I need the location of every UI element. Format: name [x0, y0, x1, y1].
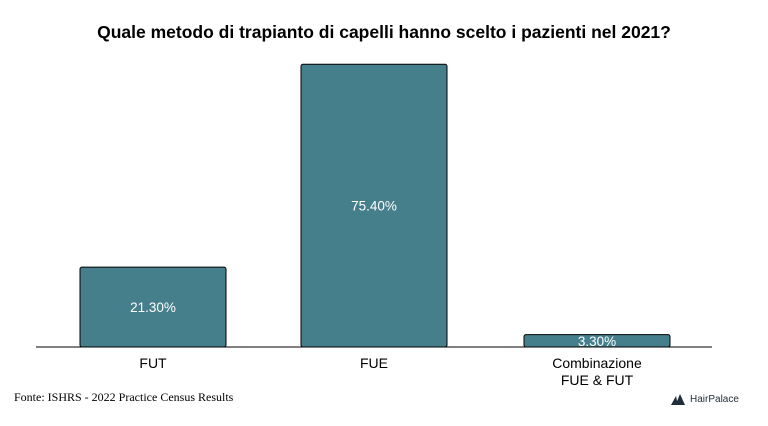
value-label-0: 21.30%	[130, 300, 176, 315]
x-tick-label-1: FUE	[360, 355, 388, 371]
x-tick-label-2: Combinazione FUE & FUT	[552, 355, 642, 388]
brand: HairPalace	[670, 393, 739, 406]
chart-title: Quale metodo di trapianto di capelli han…	[97, 22, 671, 42]
brand-name: HairPalace	[690, 394, 739, 405]
value-label-2: 3.30%	[578, 334, 616, 349]
x-tick-label-0: FUT	[139, 355, 167, 371]
value-label-1: 75.40%	[351, 199, 397, 214]
hairpalace-logo-icon	[671, 394, 685, 405]
source-note: Fonte: ISHRS - 2022 Practice Census Resu…	[14, 390, 234, 404]
